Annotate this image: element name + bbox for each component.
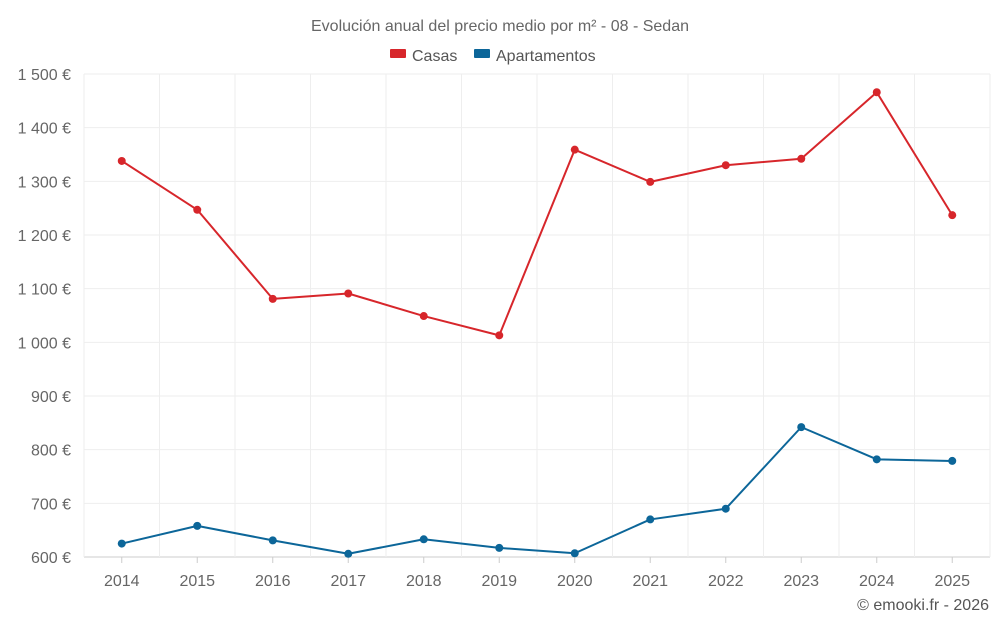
legend-swatch: [474, 49, 490, 58]
data-point-apartamentos[interactable]: [495, 543, 504, 552]
y-tick-label: 800 €: [31, 443, 71, 460]
series-apartamentos: [117, 423, 957, 558]
data-point-apartamentos[interactable]: [268, 536, 277, 545]
credit-text: © emooki.fr - 2026: [857, 597, 989, 614]
data-point-casas[interactable]: [646, 177, 655, 186]
series-line-apartamentos: [121, 426, 953, 555]
x-tick-label: 2023: [783, 573, 819, 590]
y-tick-label: 1 500 €: [18, 67, 71, 84]
data-point-apartamentos[interactable]: [117, 539, 126, 548]
x-tick-label: 2014: [104, 573, 140, 590]
x-tick-label: 2018: [406, 573, 442, 590]
legend-item-casas[interactable]: Casas: [390, 48, 457, 65]
data-point-apartamentos[interactable]: [193, 521, 202, 530]
data-point-casas[interactable]: [948, 211, 957, 220]
x-axis: 2014 2015 2016 2017 2018 2019 2020 2021 2022 2023…: [104, 557, 970, 590]
data-point-apartamentos[interactable]: [344, 549, 353, 558]
data-point-casas[interactable]: [797, 154, 806, 163]
grid: [83, 73, 991, 558]
chart-title: Evolución anual del precio medio por m² …: [311, 18, 689, 35]
y-tick-label: 1 100 €: [18, 282, 71, 299]
series-line-casas: [121, 91, 954, 337]
data-point-casas[interactable]: [344, 289, 353, 298]
data-point-apartamentos[interactable]: [721, 504, 730, 513]
y-tick-label: 700 €: [31, 496, 71, 513]
x-tick-label: 2016: [255, 573, 291, 590]
x-tick-label: 2017: [330, 573, 366, 590]
data-point-casas[interactable]: [193, 205, 202, 214]
x-tick-label: 2024: [859, 573, 895, 590]
y-tick-label: 1 400 €: [18, 121, 71, 138]
y-tick-label: 1 000 €: [18, 335, 71, 352]
data-point-casas[interactable]: [419, 312, 428, 321]
x-tick-label: 2019: [481, 573, 517, 590]
series-casas: [117, 88, 957, 340]
x-tick-label: 2025: [934, 573, 970, 590]
legend[interactable]: Casas Apartamentos: [390, 48, 596, 65]
data-point-apartamentos[interactable]: [646, 515, 655, 524]
data-point-casas[interactable]: [495, 331, 504, 340]
data-point-apartamentos[interactable]: [872, 455, 881, 464]
y-tick-label: 1 200 €: [18, 228, 71, 245]
data-point-apartamentos[interactable]: [419, 535, 428, 544]
y-axis: 600 € 700 € 800 € 900 € 1 000 € 1 100 € 1 200 …: [18, 67, 71, 567]
data-point-casas[interactable]: [570, 145, 579, 154]
y-tick-label: 1 300 €: [18, 174, 71, 191]
data-point-casas[interactable]: [268, 294, 277, 303]
data-point-apartamentos[interactable]: [948, 456, 957, 465]
data-point-casas[interactable]: [117, 156, 126, 165]
x-tick-label: 2021: [632, 573, 668, 590]
data-point-casas[interactable]: [721, 161, 730, 170]
legend-swatch: [390, 49, 406, 58]
series-group: [117, 88, 957, 558]
legend-item-apartamentos[interactable]: Apartamentos: [474, 48, 596, 65]
data-point-apartamentos[interactable]: [570, 549, 579, 558]
data-point-casas[interactable]: [872, 88, 881, 97]
x-tick-label: 2015: [179, 573, 215, 590]
data-point-apartamentos[interactable]: [797, 423, 806, 432]
legend-label: Casas: [412, 48, 457, 65]
legend-label: Apartamentos: [496, 48, 596, 65]
x-tick-label: 2022: [708, 573, 744, 590]
y-tick-label: 900 €: [31, 389, 71, 406]
x-tick-label: 2020: [557, 573, 593, 590]
y-tick-label: 600 €: [31, 550, 71, 567]
